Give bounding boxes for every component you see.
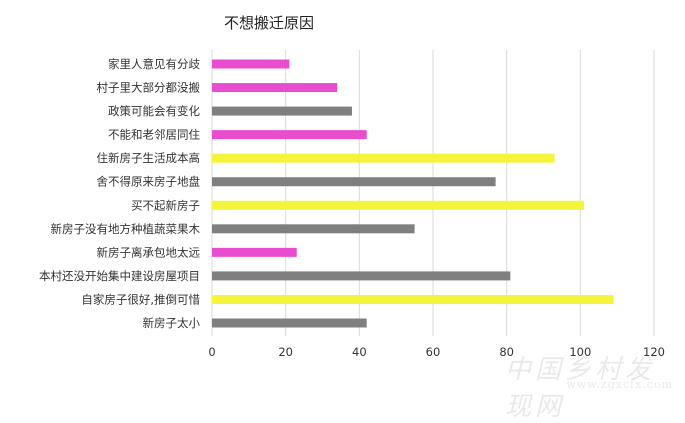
bar	[212, 153, 555, 163]
bar	[212, 200, 585, 210]
category-label: 新房子没有地方种植蔬菜果木	[51, 222, 201, 236]
bar	[212, 106, 352, 116]
category-label: 家里人意见有分歧	[108, 57, 200, 71]
bar	[212, 83, 338, 93]
bar	[212, 224, 415, 234]
chart-container: 不想搬迁原因 家里人意见有分歧村子里大部分都没搬政策可能会有变化 不能和老邻居同住…	[39, 14, 675, 422]
x-tick-label: 100	[569, 345, 591, 359]
bar-chart: 家里人意见有分歧村子里大部分都没搬政策可能会有变化不能和老邻居同住住新房子生活成…	[39, 50, 665, 359]
bar	[212, 271, 511, 281]
x-tick-label: 40	[352, 345, 367, 359]
watermark-logo: 中国乡村发现网 www.zgxcfx.com	[505, 349, 675, 422]
category-label: 舍不得原来房子地盘	[97, 175, 201, 189]
x-tick-label: 0	[208, 345, 215, 359]
category-label: 新房子离承包地太远	[97, 245, 201, 259]
category-label: 不能和老邻居同住	[108, 128, 200, 142]
x-tick-label: 20	[278, 345, 293, 359]
category-label: 住新房子生活成本高	[97, 151, 201, 165]
bar	[212, 294, 614, 304]
x-tick-label: 80	[499, 345, 514, 359]
bar	[212, 247, 297, 257]
bar	[212, 130, 367, 140]
x-tick-label: 120	[643, 345, 665, 359]
bar	[212, 318, 367, 328]
category-label: 新房子太小	[143, 316, 201, 330]
category-label: 自家房子很好,推倒可惜	[81, 292, 200, 306]
x-tick-label: 60	[426, 345, 441, 359]
category-label: 买不起新房子	[131, 198, 200, 212]
category-label: 村子里大部分都没搬	[97, 81, 201, 95]
chart-title: 不想搬迁原因	[224, 14, 315, 32]
category-label: 本村还没开始集中建设房屋项目	[39, 269, 200, 283]
watermark-url: www.zgxcfx.com	[566, 378, 673, 391]
bar	[212, 177, 496, 187]
category-label: 政策可能会有变化	[108, 104, 200, 118]
bar	[212, 59, 290, 69]
